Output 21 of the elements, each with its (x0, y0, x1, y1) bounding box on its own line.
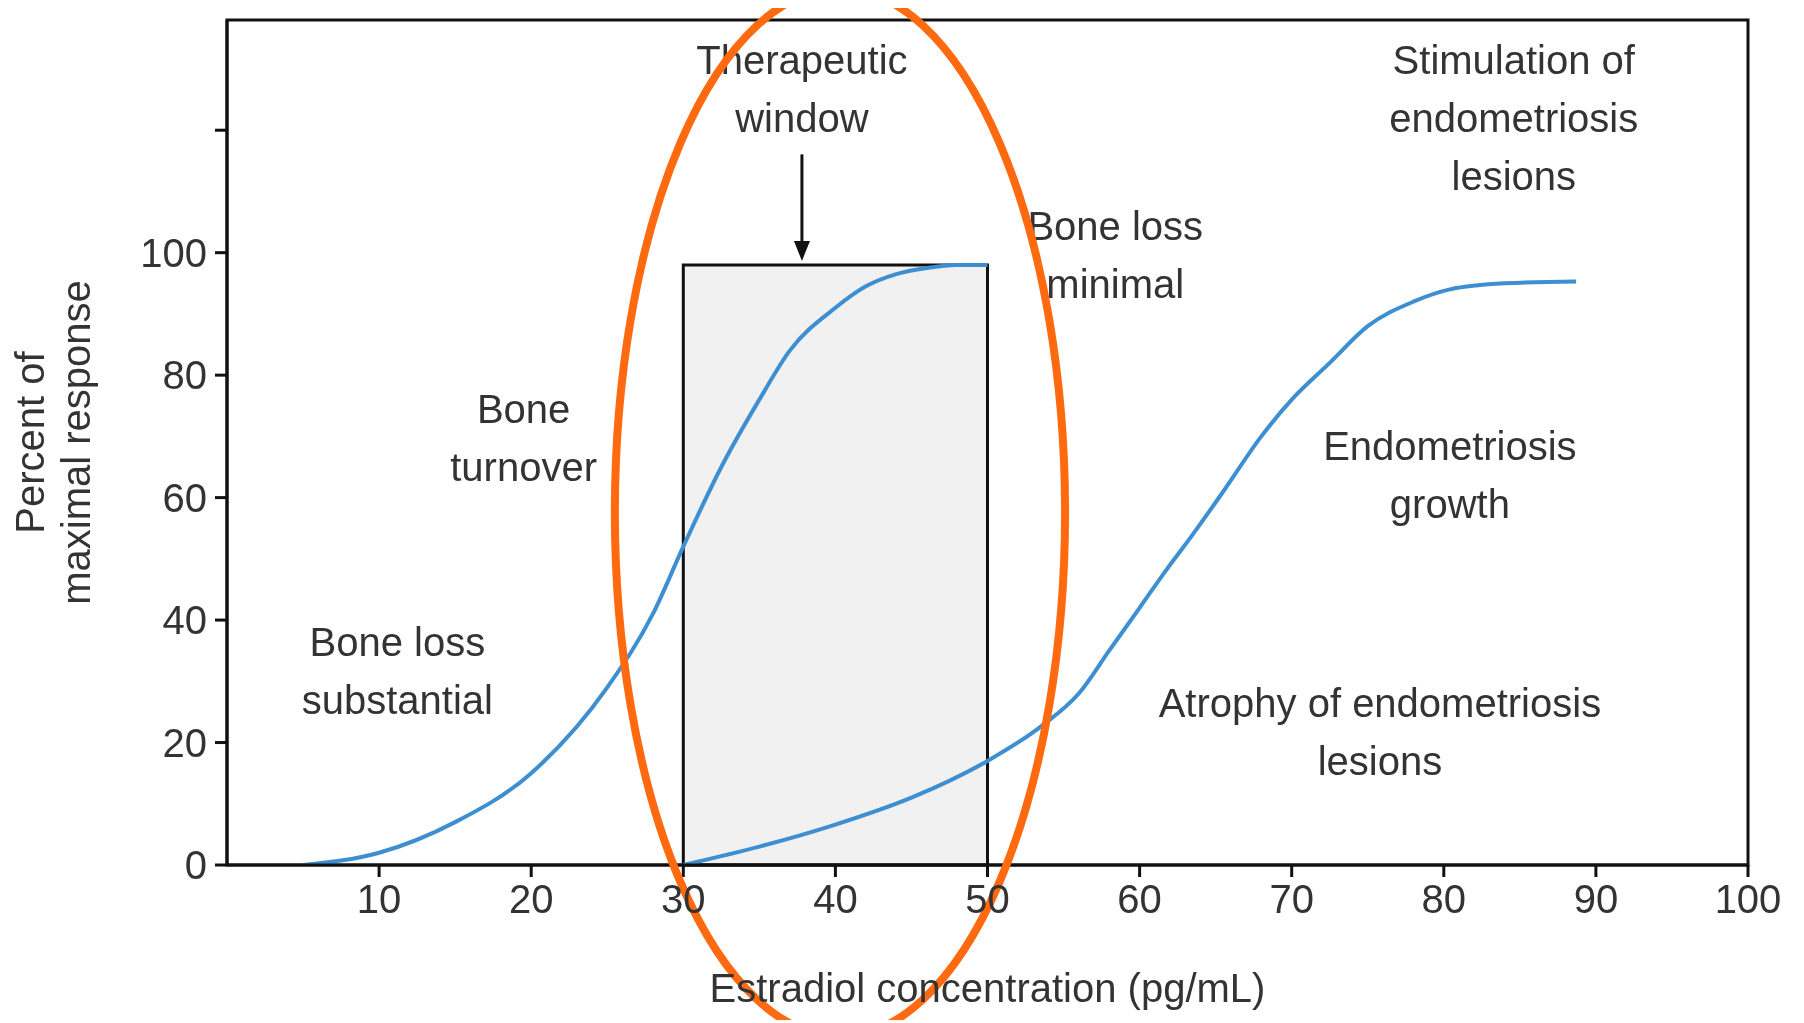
annotation: Atrophy of endometriosis lesions (1158, 681, 1602, 784)
x-tick-label: 60 (1117, 877, 1162, 922)
y-tick-label: 100 (140, 230, 207, 275)
annotation: Bone loss substantial (301, 620, 493, 723)
y-axis-title: Percent of maximal response (8, 280, 98, 605)
x-tick-label: 10 (356, 877, 402, 922)
x-tick-label: 20 (508, 877, 554, 922)
x-tick-label: 80 (1421, 877, 1467, 922)
y-tick-label: 60 (162, 475, 207, 520)
y-tick-label: 20 (162, 720, 207, 765)
x-tick-label: 70 (1269, 877, 1314, 922)
y-tick-label: 40 (162, 598, 207, 643)
x-tick-label: 90 (1573, 877, 1619, 922)
annotation: Endometriosis growth (1323, 424, 1577, 527)
y-tick-label: 0 (184, 843, 207, 888)
annotation: Stimulation of endometriosis lesions (1389, 38, 1639, 199)
x-tick-label: 100 (1714, 877, 1782, 922)
annotation: Bone turnover (450, 387, 597, 490)
line-series (301, 262, 990, 865)
x-tick-label: 40 (813, 877, 858, 922)
y-tick-label: 80 (162, 353, 207, 398)
